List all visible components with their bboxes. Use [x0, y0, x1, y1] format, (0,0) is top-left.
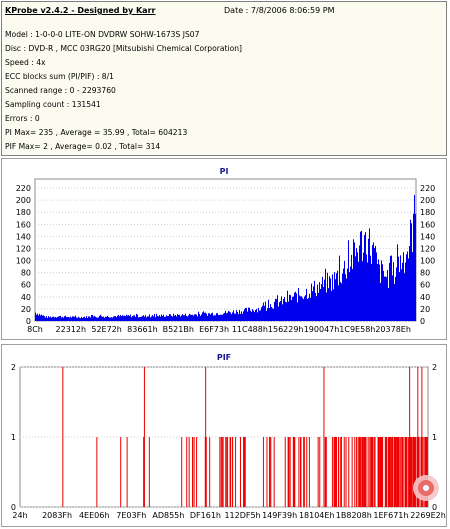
- pif-y-tick-right: 2: [432, 363, 437, 372]
- pi-x-tick: B521Bh: [163, 325, 194, 334]
- pi-chart: 0 0 20 20 40 40 60 60 80 80 100 100 120 120 140 140 160 1…: [16, 178, 435, 334]
- pi-x-tick: 190047h: [304, 325, 340, 334]
- pi-y-tick-right: 60: [420, 281, 430, 290]
- sampling-line: Sampling count : 131541: [5, 100, 101, 109]
- pi-y-tick-left: 60: [21, 281, 31, 290]
- pi-x-tick: 156229h: [268, 325, 304, 334]
- pif-chart-panel: PIF 0 0 1 1 2 2 24h 2083Fh 4EE06h 7E03Fh AD855h DF1…: [1, 344, 447, 527]
- pif-y-tick-left: 1: [11, 433, 16, 442]
- pi-y-tick-left: 80: [21, 269, 31, 278]
- pi-y-tick-right: 80: [420, 269, 430, 278]
- app-title: KProbe v2.4.2 - Designed by Karr: [5, 6, 156, 15]
- pif-x-tick: 4EE06h: [79, 511, 109, 520]
- pi-y-tick-left: 120: [16, 244, 31, 253]
- pi-x-tick: 22312h: [56, 325, 87, 334]
- pi-y-tick-right: 180: [420, 208, 435, 217]
- pi-y-tick-left: 100: [16, 257, 31, 266]
- pi-y-tick-right: 120: [420, 244, 435, 253]
- pi-series: [35, 195, 416, 321]
- pif-y-tick-left: 0: [11, 503, 16, 512]
- pi-y-tick-left: 140: [16, 232, 31, 241]
- pi-y-tick-right: 100: [420, 257, 435, 266]
- pi-x-tick: 1C9E58h: [339, 325, 375, 334]
- pif-y-tick-right: 1: [432, 433, 437, 442]
- pi-y-tick-right: 220: [420, 184, 435, 193]
- pi-x-tick: 83661h: [127, 325, 158, 334]
- pif-x-tick: DF161h: [190, 511, 221, 520]
- pi-y-tick-left: 0: [26, 317, 31, 326]
- pi-y-tick-right: 20: [420, 305, 430, 314]
- watermark-logo-icon: [413, 475, 439, 501]
- range-line: Scanned range : 0 - 2293760: [5, 86, 116, 95]
- pif-x-tick: 1EF671h: [373, 511, 408, 520]
- pi-summary-line: PI Max= 235 , Average = 35.99 , Total= 6…: [5, 128, 188, 137]
- pi-x-tick: 8Ch: [27, 325, 43, 334]
- pi-y-tick-right: 140: [420, 232, 435, 241]
- pif-y-tick-left: 2: [11, 363, 16, 372]
- ecc-line: ECC blocks sum (PI/PIF) : 8/1: [5, 72, 115, 81]
- pif-x-tick: 2083Fh: [42, 511, 72, 520]
- info-panel: KProbe v2.4.2 - Designed by Karr Date : …: [1, 1, 447, 156]
- pif-y-tick-right: 0: [432, 503, 437, 512]
- pif-x-tick: AD855h: [152, 511, 184, 520]
- pi-chart-title: PI: [219, 167, 229, 176]
- speed-line: Speed : 4x: [5, 58, 46, 67]
- model-line: Model : 1-0-0-0 LITE-ON DVDRW SOHW-1673S…: [5, 30, 200, 39]
- pif-x-tick: 18104Eh: [299, 511, 335, 520]
- pi-chart-panel: PI 0 0 20 20 40 40 60 60 80 80 100 100 120 120 140 140 1…: [1, 158, 447, 340]
- pi-x-tick: E6F73h: [199, 325, 229, 334]
- pif-x-tick: 149F39h: [262, 511, 297, 520]
- pi-x-tick: 11C488h: [232, 325, 268, 334]
- pi-y-tick-left: 40: [21, 293, 31, 302]
- pi-x-tick: 20378Eh: [375, 325, 411, 334]
- pi-y-tick-right: 40: [420, 293, 430, 302]
- pif-x-tick: 2269E2h: [410, 511, 446, 520]
- pif-x-tick: 1B8208h: [336, 511, 372, 520]
- pi-y-tick-right: 0: [420, 317, 425, 326]
- pif-chart-title: PIF: [216, 353, 232, 362]
- errors-line: Errors : 0: [5, 114, 40, 123]
- pif-summary-line: PIF Max= 2 , Average= 0.02 , Total= 314: [5, 142, 161, 151]
- pif-x-tick: 7E03Fh: [116, 511, 146, 520]
- pi-y-tick-right: 160: [420, 220, 435, 229]
- pif-series: [62, 367, 428, 507]
- pi-y-tick-left: 220: [16, 184, 31, 193]
- pif-x-tick: 24h: [12, 511, 27, 520]
- pif-x-tick: 112DF5h: [224, 511, 260, 520]
- pi-y-tick-left: 200: [16, 196, 31, 205]
- disc-line: Disc : DVD-R , MCC 03RG20 [Mitsubishi Ch…: [5, 44, 243, 53]
- pi-y-tick-left: 20: [21, 305, 31, 314]
- pi-y-tick-right: 200: [420, 196, 435, 205]
- pi-y-tick-left: 160: [16, 220, 31, 229]
- pi-y-tick-left: 180: [16, 208, 31, 217]
- pi-x-tick: 52E72h: [91, 325, 121, 334]
- scan-date: Date : 7/8/2006 8:06:59 PM: [224, 6, 335, 15]
